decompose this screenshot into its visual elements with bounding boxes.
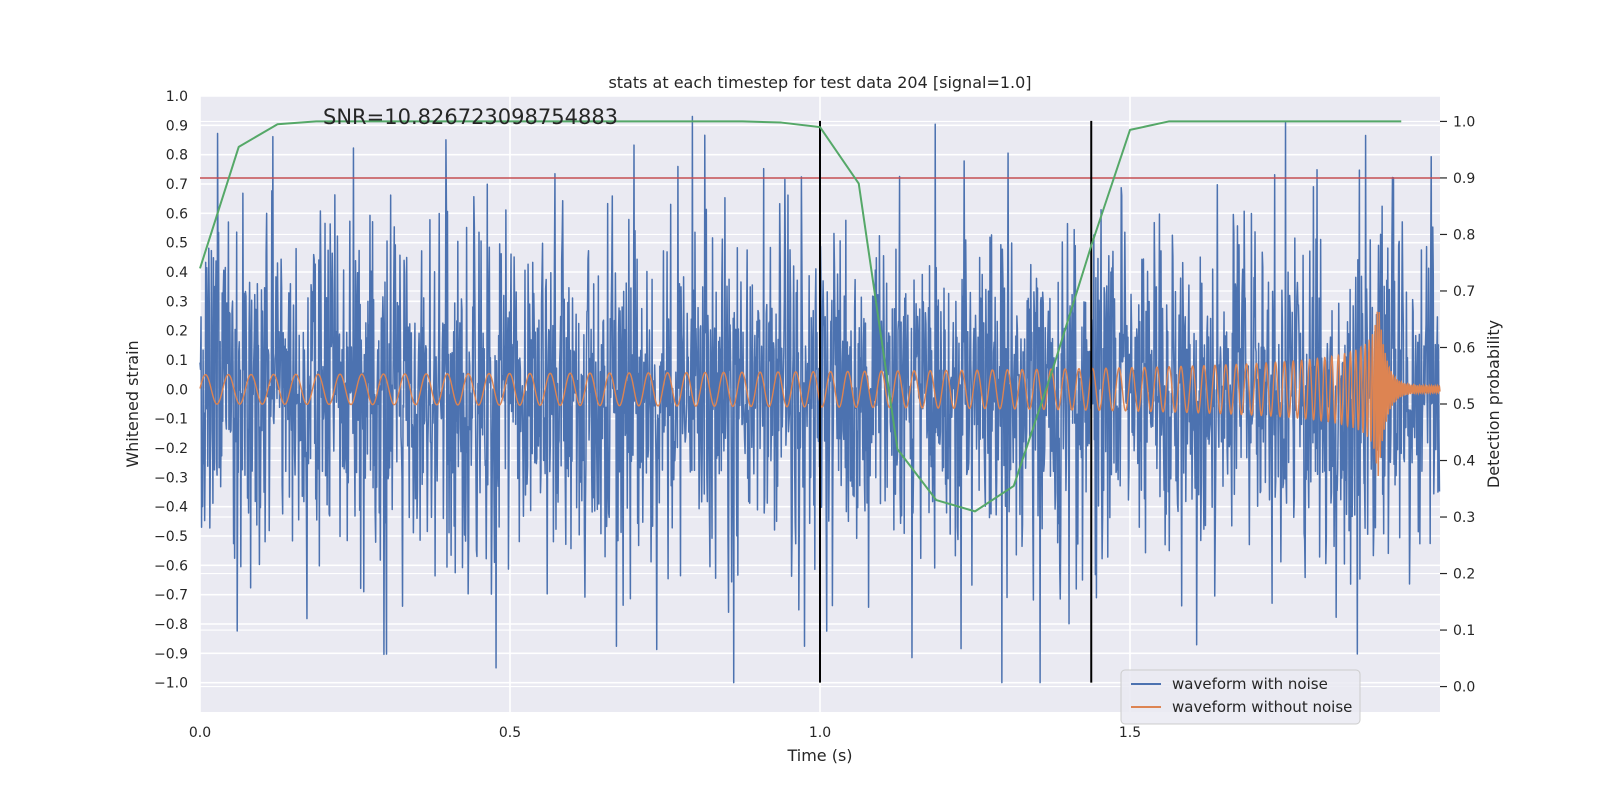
y2-tick-label: 0.0 xyxy=(1453,680,1475,696)
x-tick-label: 0.0 xyxy=(189,725,211,741)
y2-tick-label: 0.2 xyxy=(1453,567,1475,583)
y-tick-label: −0.7 xyxy=(154,588,188,604)
y-tick-label: −0.3 xyxy=(154,470,188,486)
legend-box xyxy=(1120,669,1361,725)
y-tick-label: −0.4 xyxy=(154,500,188,516)
reference-lines xyxy=(200,120,1440,683)
y-axis-label: Whitened strain xyxy=(123,340,142,467)
y2-tick-label: 0.3 xyxy=(1453,510,1475,526)
legend-label-clean: waveform without noise xyxy=(1172,698,1352,716)
y-tick-label: 0.0 xyxy=(166,382,188,398)
y-tick-label: 0.6 xyxy=(166,206,188,222)
y2-tick-label: 0.8 xyxy=(1453,227,1475,243)
y2-tick-label: 0.9 xyxy=(1453,171,1475,187)
y2-tick-label: 0.1 xyxy=(1453,623,1475,639)
legend-label-noisy: waveform with noise xyxy=(1172,675,1328,693)
y2-tick-label: 1.0 xyxy=(1453,114,1475,130)
y2-tick-label: 0.5 xyxy=(1453,397,1475,413)
y-tick-label: 0.1 xyxy=(166,353,188,369)
y-tick-label: −0.5 xyxy=(154,529,188,545)
y-tick-label: −0.8 xyxy=(154,617,188,633)
y2-tick-label: 0.4 xyxy=(1453,454,1475,470)
y2-tick-label: 0.6 xyxy=(1453,340,1475,356)
y-tick-label: −0.2 xyxy=(154,441,188,457)
y-tick-label: 0.7 xyxy=(166,177,188,193)
detection-probability-series xyxy=(199,120,1402,513)
y2-axis-label: Detection probability xyxy=(1484,320,1503,488)
y-tick-label: −0.6 xyxy=(154,558,188,574)
x-tick-label: 1.5 xyxy=(1119,725,1141,741)
x-tick-label: 1.0 xyxy=(809,725,831,741)
y-tick-label: 0.3 xyxy=(166,294,188,310)
axis-ticks: 0.0 0.5 1.0 1.5 1.0 0.9 0.8 0.7 0.6 0.5 0.4 0.3 0.2 0… xyxy=(154,89,1475,741)
y2-tick-label: 0.7 xyxy=(1453,284,1475,300)
y-tick-label: 1.0 xyxy=(166,89,188,105)
detection-probability-line xyxy=(199,120,1402,513)
y-tick-label: −0.9 xyxy=(154,646,188,662)
chart-title: stats at each timestep for test data 204… xyxy=(608,73,1031,92)
y-tick-label: 0.4 xyxy=(166,265,188,281)
y-tick-label: 0.9 xyxy=(166,118,188,134)
y-tick-label: −0.1 xyxy=(154,412,188,428)
x-axis-label: Time (s) xyxy=(786,746,852,765)
snr-annotation: SNR=10.826723098754883 xyxy=(323,105,618,129)
x-tick-label: 0.5 xyxy=(499,725,521,741)
y-tick-label: 0.2 xyxy=(166,324,188,340)
y-tick-label: 0.8 xyxy=(166,148,188,164)
y-tick-label: 0.5 xyxy=(166,236,188,252)
legend: waveform with noise waveform without noi… xyxy=(1120,669,1361,725)
y-tick-label: −1.0 xyxy=(154,676,188,692)
